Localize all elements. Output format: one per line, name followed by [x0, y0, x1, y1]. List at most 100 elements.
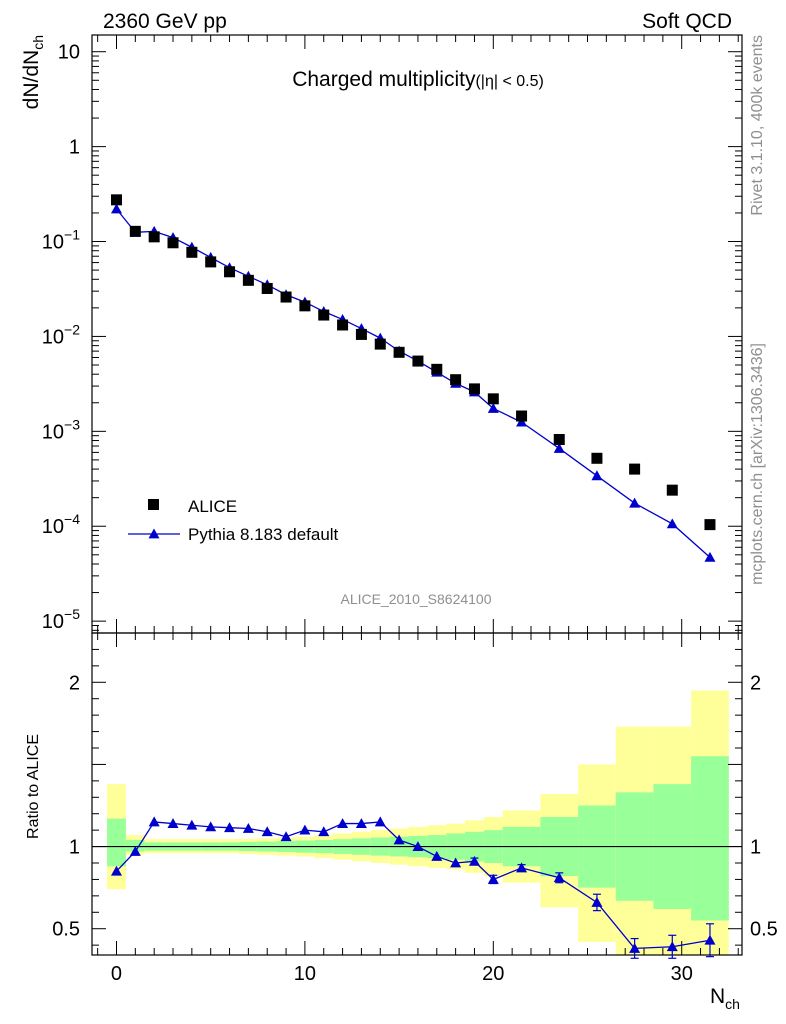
series-pythia-point: [516, 416, 528, 427]
ratio-tick-label: 0.5: [52, 919, 80, 941]
series-pythia-point: [629, 497, 641, 508]
series-alice-point: [704, 519, 716, 531]
band-green: [691, 756, 729, 921]
rivet-label: Rivet 3.1.10, 400k events: [749, 35, 766, 216]
legend-alice-label: ALICE: [188, 497, 237, 516]
ratio-tick-label-right: 0.5: [750, 919, 778, 941]
ratio-point: [355, 818, 367, 828]
ratio-point: [468, 855, 480, 866]
ratio-point: [129, 846, 141, 856]
mcplots-label: mcplots.cern.ch [arXiv:1306.3436]: [749, 343, 766, 585]
main-panel: [110, 194, 716, 562]
header-right: Soft QCD: [642, 10, 732, 33]
y-tick-label: 10−5: [42, 606, 80, 633]
legend-pythia-label: Pythia 8.183 default: [188, 525, 339, 544]
y-tick-label: 10−2: [42, 321, 80, 348]
series-pythia-point: [487, 403, 499, 413]
band-green: [125, 840, 145, 852]
series-alice-point: [280, 291, 292, 303]
series-alice-point: [261, 282, 273, 294]
analysis-label: ALICE_2010_S8624100: [340, 591, 491, 607]
series-alice-point: [666, 484, 678, 496]
series-alice-point: [224, 266, 236, 278]
ratio-tick-label: 1: [69, 837, 80, 859]
ratio-point: [337, 818, 349, 828]
ratio-point: [374, 816, 386, 827]
ratio-point: [167, 818, 179, 828]
series-alice-point: [318, 309, 330, 321]
bottom-ylabel: Ratio to ALICE: [25, 734, 42, 839]
ratio-point: [110, 865, 122, 876]
ratio-point: [450, 857, 462, 868]
y-tick-label: 10−3: [42, 416, 80, 443]
axes: 0 10 20 30 10 1 10−1 10−2 10−3 10−4 10−5 0.5 0.5 1 1 2 2: [42, 34, 778, 985]
top-ylabel-sub: ch: [30, 35, 46, 50]
y-tick-label: 1: [69, 137, 80, 159]
y-tick-label: 10−4: [42, 511, 80, 538]
ratio-point: [629, 942, 641, 953]
top-ylabel: dN/dNch: [20, 35, 46, 109]
legend: ALICE Pythia 8.183 default: [128, 497, 339, 544]
band-green: [107, 818, 126, 867]
series-alice-point: [355, 328, 367, 340]
x-axis-label-main: N: [710, 985, 725, 1008]
series-alice-point: [374, 338, 386, 350]
uncertainty-bands: [92, 690, 742, 955]
ratio-tick-label: 2: [69, 672, 80, 694]
series-alice-point: [629, 463, 641, 475]
ratio-point: [318, 826, 330, 837]
legend-alice-marker: [148, 499, 159, 510]
ratio-point: [591, 896, 603, 907]
series-pythia-point: [704, 551, 716, 562]
legend-pythia-marker: [148, 528, 160, 539]
x-axis-label-sub: ch: [725, 996, 740, 1012]
x-tick-label: 0: [111, 963, 122, 985]
x-tick-label: 20: [482, 963, 504, 985]
ratio-point: [148, 816, 160, 827]
series-alice-point: [487, 393, 499, 405]
chart-title: Charged multiplicity(|η| < 0.5): [292, 68, 544, 91]
series-alice-point: [468, 383, 480, 395]
series-alice-point: [450, 374, 462, 386]
ratio-point: [261, 826, 273, 837]
series-pythia-point: [591, 470, 603, 481]
series-alice-point: [337, 319, 349, 331]
ratio-point: [553, 872, 565, 883]
series-alice-point: [110, 194, 122, 206]
series-alice-point: [431, 363, 443, 375]
ratio-frame: [91, 632, 743, 956]
series-pythia-point: [110, 203, 122, 214]
series-alice-point: [205, 256, 217, 268]
ratio-point: [242, 823, 254, 833]
x-axis-label: Nch: [710, 985, 740, 1012]
ratio-point: [487, 873, 499, 884]
ratio-point: [280, 831, 292, 842]
ratio-point: [205, 821, 217, 832]
chart-title-main: Charged multiplicity: [292, 68, 476, 91]
x-tick-label: 10: [294, 963, 316, 985]
ratio-point: [412, 841, 424, 851]
series-alice-point: [242, 274, 254, 286]
series-alice-point: [516, 410, 528, 422]
header-left: 2360 GeV pp: [103, 10, 227, 33]
series-alice-point: [591, 452, 603, 464]
series-pythia-point: [553, 442, 565, 453]
series-pythia-point: [666, 518, 678, 529]
ratio-point: [224, 822, 236, 833]
ratio-point: [516, 862, 528, 873]
ratio-point: [393, 834, 405, 845]
series-alice-point: [186, 246, 198, 258]
series-alice-point: [553, 434, 565, 446]
ratio-point: [666, 941, 678, 952]
ratio-tick-label-right: 1: [750, 837, 761, 859]
y-tick-label: 10−1: [42, 227, 80, 254]
series-alice-point: [148, 231, 160, 243]
chart-title-suffix: (|η| < 0.5): [475, 73, 543, 90]
series-alice-point: [299, 300, 311, 312]
ratio-tick-label-right: 2: [750, 672, 761, 694]
x-tick-label: 30: [671, 963, 693, 985]
ratio-panel: [110, 816, 716, 959]
ratio-point: [704, 934, 716, 945]
y-tick-label: 10: [58, 42, 80, 64]
